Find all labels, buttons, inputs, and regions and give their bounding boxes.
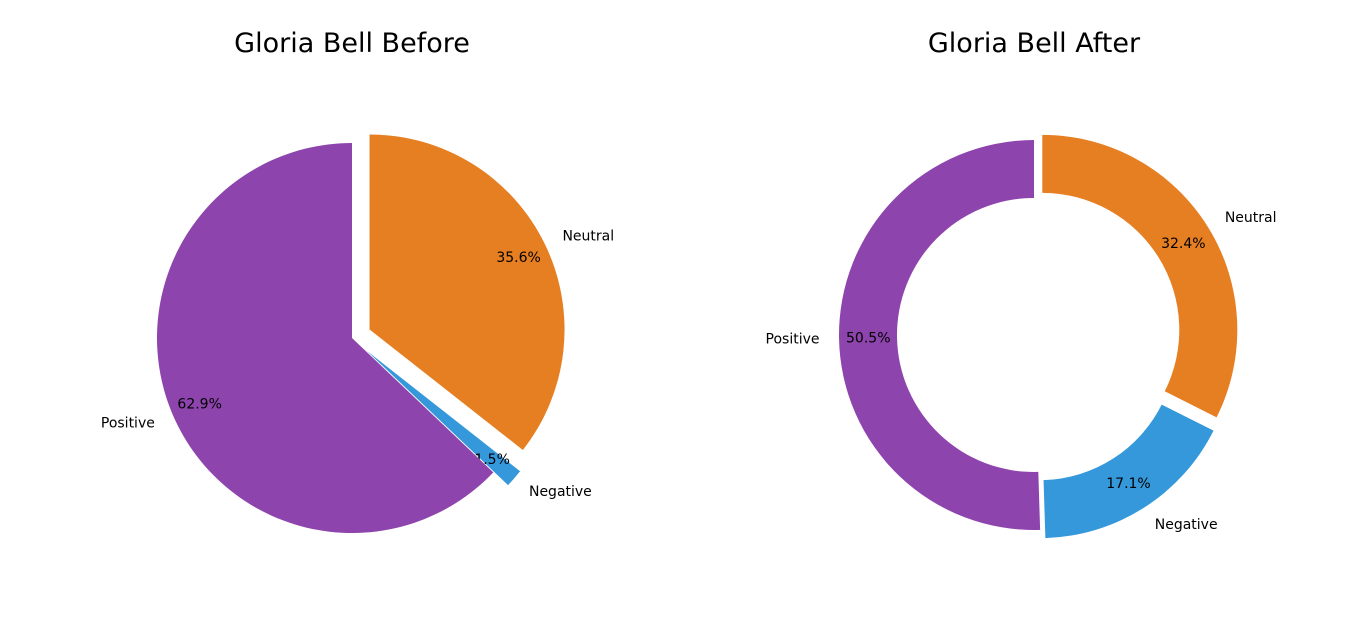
slice-label-positive: Positive (101, 416, 155, 432)
donut-slices-after: Neutral 32.4% Negative 17.1% Positive 50.5% (766, 134, 1277, 539)
slice-label-negative: Negative (529, 484, 592, 500)
slice-neutral (1042, 134, 1238, 418)
chart-title-before: Gloria Bell Before (234, 28, 470, 59)
slice-neutral (369, 134, 565, 450)
chart-title-after: Gloria Bell After (928, 28, 1141, 59)
pct-label-positive: 50.5% (846, 331, 890, 347)
slice-positive (839, 140, 1041, 530)
pct-label-positive: 62.9% (177, 396, 221, 412)
slice-label-positive: Positive (766, 331, 820, 347)
slice-negative (366, 350, 521, 486)
slice-label-neutral: Neutral (562, 229, 614, 245)
pct-label-neutral: 32.4% (1161, 236, 1205, 252)
pct-label-negative: 17.1% (1106, 476, 1150, 492)
slice-negative (1043, 404, 1214, 539)
slice-positive (157, 143, 494, 534)
slice-label-neutral: Neutral (1225, 210, 1277, 226)
slice-label-negative: Negative (1155, 517, 1218, 533)
pie-chart-before: Gloria Bell Before Neutral35.6%Negative1… (101, 28, 614, 534)
pct-label-neutral: 35.6% (496, 250, 540, 266)
donut-chart-after: Gloria Bell After Neutral 32.4% Negative 17… (766, 28, 1277, 539)
